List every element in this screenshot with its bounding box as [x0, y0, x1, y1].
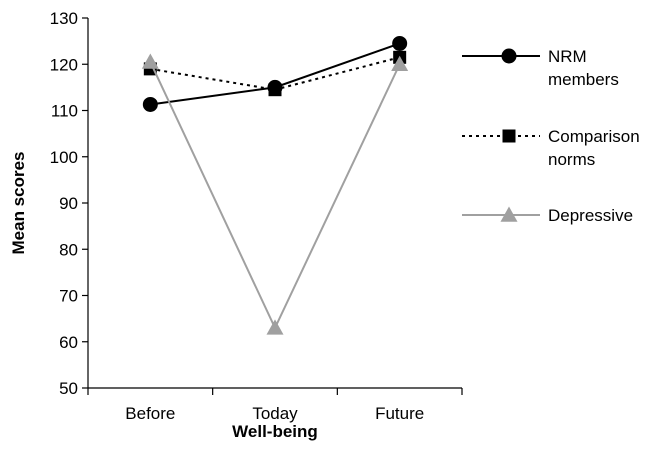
legend: NRM members Comparison norms Depressive	[462, 47, 640, 225]
legend-marker	[501, 48, 517, 64]
legend-label: Depressive	[548, 206, 633, 225]
legend-label: norms	[548, 150, 595, 169]
x-ticks: Before Today Future	[87, 388, 463, 423]
data-point	[141, 53, 159, 69]
legend-marker	[502, 129, 516, 143]
data-point	[266, 319, 284, 335]
y-tick-label: 120	[50, 55, 78, 74]
legend-item: NRM members	[462, 47, 619, 89]
series-depressive	[141, 53, 409, 335]
legend-item: Depressive	[462, 206, 633, 225]
data-point	[142, 96, 158, 112]
y-ticks: 50 60 70 80 90 100 110 120 130	[50, 9, 88, 398]
x-tick-label: Before	[125, 404, 175, 423]
legend-label: members	[548, 70, 619, 89]
axes: 50 60 70 80 90 100 110 120 130 Before Today Future	[50, 9, 463, 423]
legend-item: Comparison norms	[462, 127, 640, 169]
y-tick-label: 100	[50, 148, 78, 167]
y-tick-label: 60	[59, 333, 78, 352]
series-line	[149, 61, 401, 331]
x-tick-label: Today	[252, 404, 298, 423]
series-nrm-members	[142, 35, 408, 112]
data-point	[392, 35, 408, 51]
y-tick-label: 110	[51, 102, 78, 121]
legend-label: NRM	[548, 47, 587, 66]
y-tick-label: 80	[59, 240, 78, 259]
x-axis-title: Well-being	[232, 422, 318, 441]
x-tick-label: Future	[375, 404, 424, 423]
y-tick-label: 70	[59, 287, 78, 306]
y-tick-label: 130	[50, 9, 78, 28]
legend-marker	[500, 206, 518, 222]
legend-label: Comparison	[548, 127, 640, 146]
y-axis-title: Mean scores	[9, 152, 28, 255]
y-tick-label: 50	[59, 379, 78, 398]
series-layer	[141, 35, 409, 335]
data-point	[391, 55, 409, 72]
data-point	[268, 83, 282, 97]
series-comparison-norms	[143, 50, 407, 97]
y-tick-label: 90	[59, 194, 78, 213]
